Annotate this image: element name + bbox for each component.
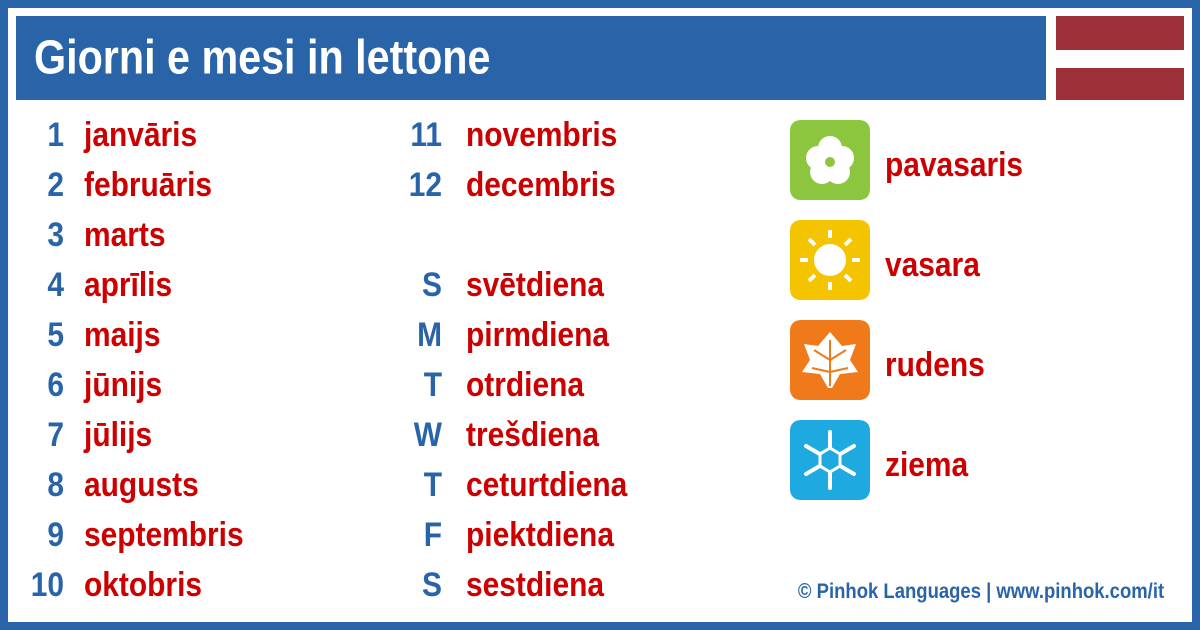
day-name: piektdiena — [466, 516, 614, 554]
season-name: rudens — [885, 346, 985, 384]
month-number: 1 — [47, 116, 64, 154]
title-bar — [16, 16, 1046, 100]
month-number: 2 — [47, 166, 64, 204]
winter-icon — [790, 420, 870, 500]
month-number: 10 — [30, 566, 64, 604]
month-name: decembris — [466, 166, 616, 204]
month-number: 4 — [47, 266, 64, 304]
month-name: maijs — [84, 316, 161, 354]
month-name: oktobris — [84, 566, 203, 604]
month-name: janvāris — [84, 116, 198, 154]
season-name: pavasaris — [885, 146, 1024, 184]
day-letter: F — [423, 516, 442, 554]
month-number: 11 — [410, 116, 442, 154]
month-number: 5 — [47, 316, 64, 354]
month-name: marts — [84, 216, 166, 254]
day-letter: S — [422, 266, 442, 304]
autumn-icon — [790, 320, 870, 400]
day-letter: W — [413, 416, 442, 454]
title: Giorni e mesi in lettone — [34, 31, 491, 85]
season-name: vasara — [885, 246, 980, 284]
month-name: februāris — [84, 166, 213, 204]
month-name: jūnijs — [84, 366, 163, 404]
month-number: 8 — [47, 466, 64, 504]
season-name: ziema — [885, 446, 969, 484]
day-name: ceturtdiena — [466, 466, 628, 504]
month-number: 3 — [47, 216, 64, 254]
day-name: trešdiena — [466, 416, 600, 454]
day-name: pirmdiena — [466, 316, 609, 354]
day-name: sestdiena — [466, 566, 605, 604]
day-name: otrdiena — [466, 366, 585, 404]
day-name: svētdiena — [466, 266, 605, 304]
spring-icon — [790, 120, 870, 200]
day-letter: T — [423, 366, 442, 404]
summer-icon — [790, 220, 870, 300]
month-name: jūlijs — [84, 416, 153, 454]
month-number: 6 — [47, 366, 64, 404]
month-name: aprīlis — [84, 266, 173, 304]
day-letter: M — [417, 316, 442, 354]
month-number: 12 — [408, 166, 442, 204]
month-name: septembris — [84, 516, 244, 554]
flag-stripe — [1056, 16, 1184, 50]
footer: © Pinhok Languages | www.pinhok.com/it — [797, 580, 1164, 603]
flag-stripe — [1056, 68, 1184, 100]
day-letter: T — [423, 466, 442, 504]
day-letter: S — [422, 566, 442, 604]
month-number: 7 — [47, 416, 64, 454]
month-number: 9 — [47, 516, 64, 554]
month-name: novembris — [466, 116, 618, 154]
month-name: augusts — [84, 466, 199, 504]
